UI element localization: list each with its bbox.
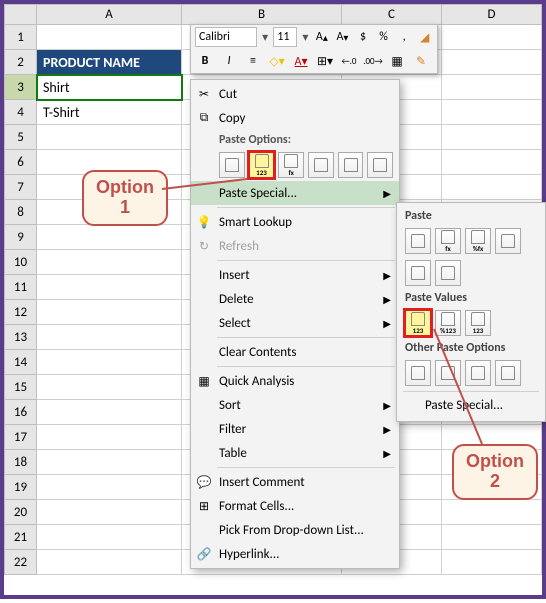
paste-fx-icon[interactable]: fx [278,152,304,178]
sub-paste-fx-icon[interactable]: fx [435,228,461,254]
paste-transpose-icon[interactable] [308,152,334,178]
menu-insert-comment[interactable]: 💬Insert Comment [191,470,399,494]
decrease-decimal-icon[interactable]: ←.0 [339,51,359,71]
menu-copy[interactable]: ⧉Copy [191,106,399,130]
sub-paste-link-icon[interactable] [435,360,461,386]
comma-icon[interactable]: , [396,27,413,47]
font-size-input[interactable] [273,27,297,47]
sub-paste-values-123-icon[interactable]: 123 [405,310,431,336]
bold-button[interactable]: B [195,51,215,71]
menu-select[interactable]: Select▶ [191,311,399,335]
col-header-c[interactable]: C [342,5,442,25]
paste-values-123-icon[interactable]: 123 [249,152,275,178]
sub-paste-values-fmt-icon[interactable]: 123 [465,310,491,336]
col-header-b[interactable]: B [182,5,342,25]
paste-formatting-icon[interactable] [338,152,364,178]
copy-icon: ⧉ [196,110,212,126]
mini-toolbar: ▾ ▾ A▴ A▾ $ % , ◢ B I ≡ ◇▾ A▾ ⊞▾ ←.0 .00… [190,24,438,74]
sub-paste-icon[interactable] [405,228,431,254]
row-header[interactable]: 4 [5,100,37,125]
size-dropdown-icon[interactable]: ▾ [301,30,309,45]
sub-paste-widths-icon[interactable] [405,260,431,286]
paste-link-icon[interactable] [367,152,393,178]
paste-options-header: Paste Options: [191,130,399,149]
menu-hyperlink[interactable]: 🔗Hyperlink... [191,542,399,566]
sub-paste-picture-icon[interactable] [465,360,491,386]
sub-paste-values-pct-icon[interactable]: %123 [435,310,461,336]
font-color-icon[interactable]: A▾ [291,51,311,71]
submenu-paste-header: Paste [397,207,545,225]
refresh-icon: ↻ [196,238,212,254]
menu-smart-lookup[interactable]: 💡Smart Lookup [191,210,399,234]
link-icon: 🔗 [196,546,212,562]
sub-paste-linkpic-icon[interactable] [495,360,521,386]
italic-button[interactable]: I [219,51,239,71]
lightbulb-icon: 💡 [196,214,212,230]
column-headers: A B C D [5,5,542,25]
submenu-paste-special-item[interactable]: Paste Special... [397,394,545,417]
align-icon[interactable]: ≡ [243,51,263,71]
sub-paste-formatting-icon[interactable] [405,360,431,386]
percent-icon[interactable]: % [375,27,392,47]
paste-options-row: 123 fx [191,149,399,181]
cell[interactable]: T-Shirt [37,100,182,125]
menu-insert[interactable]: Insert▶ [191,263,399,287]
menu-table[interactable]: Table▶ [191,441,399,465]
clear-format-icon[interactable]: ✎ [411,51,431,71]
menu-filter[interactable]: Filter▶ [191,417,399,441]
merge-icon[interactable]: ▦ [387,51,407,71]
format-icon: ⊞ [196,498,212,514]
menu-pick-list[interactable]: Pick From Drop-down List... [191,518,399,542]
font-dropdown-icon[interactable]: ▾ [261,30,269,45]
paste-special-submenu: Paste fx %fx Paste Values 123 %123 123 O… [396,202,546,422]
font-name-input[interactable] [195,27,257,47]
sub-paste-fxpct-icon[interactable]: %fx [465,228,491,254]
row-header[interactable]: 3 [5,75,37,100]
row-header[interactable]: 1 [5,25,37,50]
borders-icon[interactable]: ⊞▾ [315,51,335,71]
menu-sort[interactable]: Sort▶ [191,393,399,417]
col-header-a[interactable]: A [37,5,182,25]
fill-color-icon[interactable]: ◇▾ [267,51,287,71]
analysis-icon: ▦ [196,373,212,389]
callout-option-2: Option2 [452,444,538,500]
menu-clear-contents[interactable]: Clear Contents [191,340,399,364]
menu-format-cells[interactable]: ⊞Format Cells... [191,494,399,518]
header-cell[interactable]: PRODUCT NAME [37,50,182,75]
context-menu: ✂Cut ⧉Copy Paste Options: 123 fx Paste S… [190,79,400,569]
paste-icon[interactable] [219,152,245,178]
selected-cell[interactable]: Shirt [37,75,182,100]
accounting-icon[interactable]: $ [355,27,372,47]
sub-paste-noborder-icon[interactable] [495,228,521,254]
menu-quick-analysis[interactable]: ▦Quick Analysis [191,369,399,393]
menu-paste-special[interactable]: Paste Special...▶ [191,181,399,205]
sub-paste-transpose-icon[interactable] [435,260,461,286]
scissors-icon: ✂ [196,86,212,102]
submenu-values-header: Paste Values [397,289,545,307]
row-header[interactable]: 2 [5,50,37,75]
menu-delete[interactable]: Delete▶ [191,287,399,311]
col-header-d[interactable]: D [442,5,542,25]
select-all-corner[interactable] [5,5,37,25]
decrease-font-icon[interactable]: A▾ [334,27,351,47]
menu-cut[interactable]: ✂Cut [191,82,399,106]
comment-icon: 💬 [196,474,212,490]
callout-option-1: Option1 [82,170,168,226]
format-painter-icon[interactable]: ◢ [416,27,433,47]
increase-decimal-icon[interactable]: .00→ [363,51,383,71]
increase-font-icon[interactable]: A▴ [314,27,331,47]
submenu-other-header: Other Paste Options [397,339,545,357]
menu-refresh: ↻Refresh [191,234,399,258]
